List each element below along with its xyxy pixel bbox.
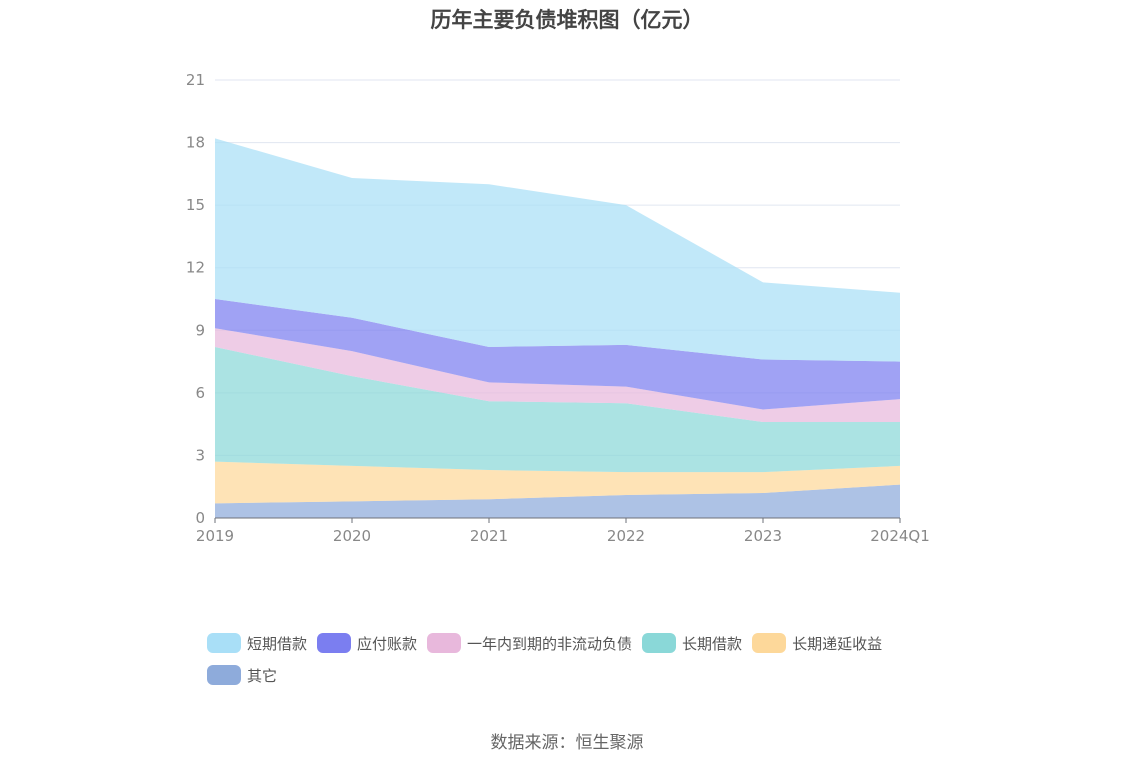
- y-tick-label: 0: [195, 509, 205, 527]
- legend-swatch: [207, 633, 241, 653]
- x-tick-label: 2022: [607, 527, 645, 545]
- legend-label: 长期借款: [682, 634, 743, 653]
- x-tick-label: 2020: [333, 527, 371, 545]
- y-tick-label: 6: [195, 384, 205, 402]
- x-tick-label: 2019: [196, 527, 234, 545]
- legend-swatch: [427, 633, 462, 653]
- chart-title: 历年主要负债堆积图（亿元）: [430, 8, 704, 32]
- area-series-长期借款[interactable]: [215, 346, 900, 473]
- y-tick-label: 3: [195, 446, 205, 464]
- legend-swatch: [752, 633, 787, 653]
- legend-item-deferred-income[interactable]: 长期递延收益: [752, 632, 882, 654]
- legend-item-short-term-loans[interactable]: 短期借款: [207, 632, 307, 654]
- stacked-areas: [215, 138, 900, 518]
- axes: 0 3 6 9 12 15 18 21 2019 2020 2021 2022 2023 2024Q1: [186, 71, 930, 545]
- x-tick-label: 2023: [744, 527, 782, 545]
- y-tick-label: 18: [186, 134, 205, 152]
- area-series-长期递延收益[interactable]: [215, 461, 900, 504]
- y-tick-label: 21: [186, 71, 205, 89]
- legend-label: 短期借款: [247, 634, 308, 653]
- area-series-其它[interactable]: [215, 484, 900, 518]
- legend-swatch: [642, 633, 677, 653]
- area-series-应付账款[interactable]: [215, 299, 900, 410]
- legend-label: 其它: [247, 666, 278, 685]
- x-tick-label: 2024Q1: [870, 527, 930, 545]
- legend: 短期借款 应付账款 一年内到期的非流动负债 长期借款 长期递延收益 其它: [207, 632, 947, 696]
- y-tick-label: 15: [186, 196, 205, 214]
- legend-label: 一年内到期的非流动负债: [467, 634, 633, 653]
- legend-item-other[interactable]: 其它: [207, 664, 277, 686]
- legend-item-current-noncurrent-liabilities[interactable]: 一年内到期的非流动负债: [427, 632, 632, 654]
- y-tick-label: 9: [195, 321, 205, 339]
- legend-item-accounts-payable[interactable]: 应付账款: [317, 632, 417, 654]
- area-chart: 0 3 6 9 12 15 18 21 2019 2020 2021 2022 2023 2024Q1: [186, 71, 930, 545]
- legend-label: 长期递延收益: [792, 634, 883, 653]
- y-tick-label: 12: [186, 259, 205, 277]
- legend-item-long-term-loans[interactable]: 长期借款: [642, 632, 742, 654]
- legend-swatch: [317, 633, 352, 653]
- x-tick-label: 2021: [470, 527, 508, 545]
- area-series-短期借款[interactable]: [215, 138, 900, 362]
- area-series-一年内到期的非流动负债[interactable]: [215, 328, 900, 423]
- legend-swatch: [207, 665, 241, 685]
- data-source: 数据来源：恒生聚源: [490, 733, 644, 753]
- legend-label: 应付账款: [357, 634, 418, 653]
